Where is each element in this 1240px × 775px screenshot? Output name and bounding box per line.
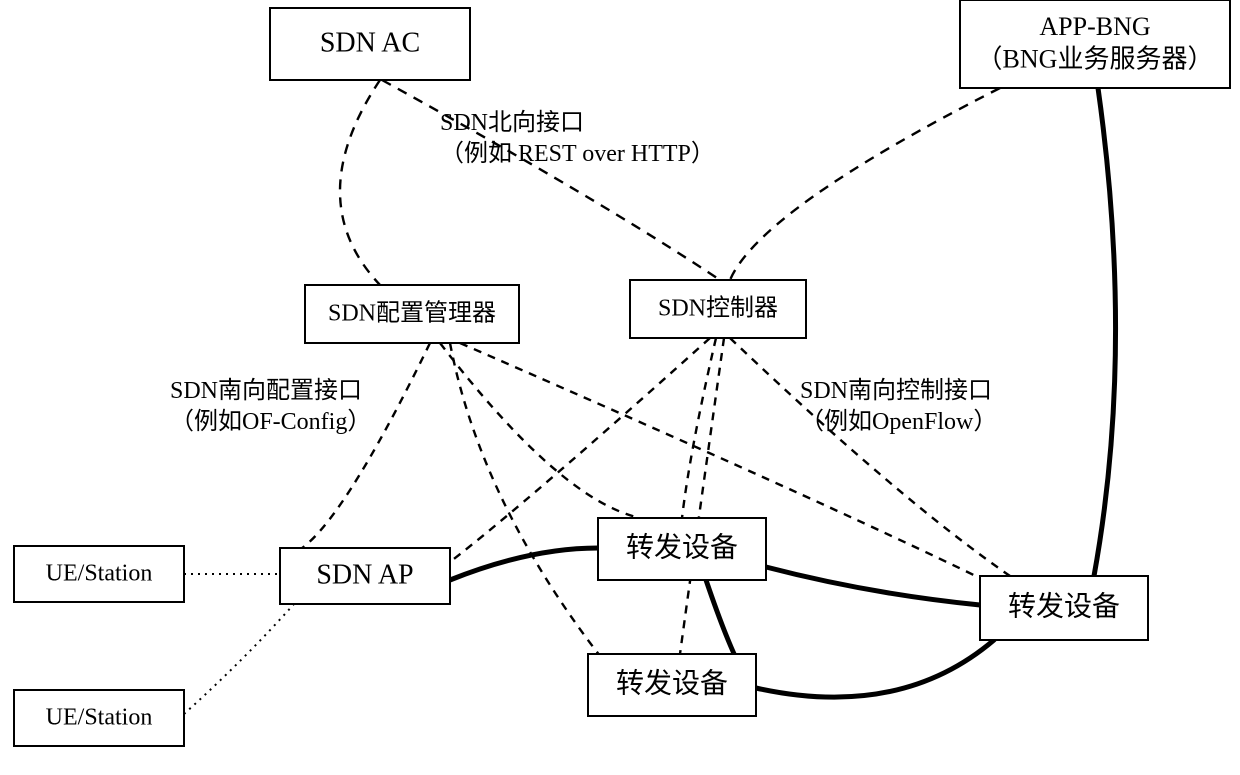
dashed-edge bbox=[296, 343, 430, 552]
solid-edge bbox=[756, 640, 994, 697]
node-fwd2: 转发设备 bbox=[980, 576, 1148, 640]
solid-edge bbox=[1094, 88, 1116, 576]
node-label: APP-BNG bbox=[1039, 12, 1150, 41]
nodes: SDN AC APP-BNG （BNG业务服务器） SDN配置管理器 SDN控制器转发设… bbox=[14, 0, 1230, 746]
node-label: 转发设备 bbox=[626, 532, 738, 564]
node-label: 转发设备 bbox=[616, 668, 728, 700]
node-label: SDN控制器 bbox=[658, 295, 778, 322]
node-label: SDN配置管理器 bbox=[328, 300, 496, 327]
node-label: 转发设备 bbox=[1008, 591, 1120, 623]
edge-label: SDN南向控制接口 bbox=[800, 377, 992, 404]
node-fwd1: 转发设备 bbox=[598, 518, 766, 580]
edge-label: （例如 REST over HTTP） bbox=[440, 140, 715, 167]
node-sdn_ac: SDN AC bbox=[270, 8, 470, 80]
edge-label: （例如OF-Config） bbox=[170, 408, 371, 435]
edge-label: SDN南向配置接口 bbox=[170, 377, 362, 404]
edge-label: SDN北向接口 bbox=[440, 109, 584, 136]
dashed-edge bbox=[340, 80, 380, 285]
dashed-edge bbox=[440, 343, 640, 518]
node-sdn_ctrl: SDN控制器 bbox=[630, 280, 806, 338]
dashed-edge bbox=[730, 88, 1000, 280]
node-label: UE/Station bbox=[46, 705, 153, 731]
node-ue1: UE/Station bbox=[14, 546, 184, 602]
node-ue2: UE/Station bbox=[14, 690, 184, 746]
node-label: SDN AC bbox=[320, 28, 420, 59]
solid-edge bbox=[450, 548, 598, 580]
node-label: UE/Station bbox=[46, 561, 153, 587]
node-fwd3: 转发设备 bbox=[588, 654, 756, 716]
node-sdn_cfg_mgr: SDN配置管理器 bbox=[305, 285, 519, 343]
dashed-edge bbox=[730, 338, 1010, 576]
node-app_bng: APP-BNG （BNG业务服务器） bbox=[960, 0, 1230, 88]
solid-edge bbox=[766, 567, 980, 605]
dotted-edge bbox=[184, 604, 294, 714]
node-sdn_ap: SDN AP bbox=[280, 548, 450, 604]
node-label: （BNG业务服务器） bbox=[977, 44, 1214, 73]
network-diagram: SDN AC APP-BNG （BNG业务服务器） SDN配置管理器 SDN控制器转发设… bbox=[0, 0, 1240, 775]
node-label: SDN AP bbox=[316, 560, 413, 591]
edge-label: （例如OpenFlow） bbox=[800, 408, 997, 435]
